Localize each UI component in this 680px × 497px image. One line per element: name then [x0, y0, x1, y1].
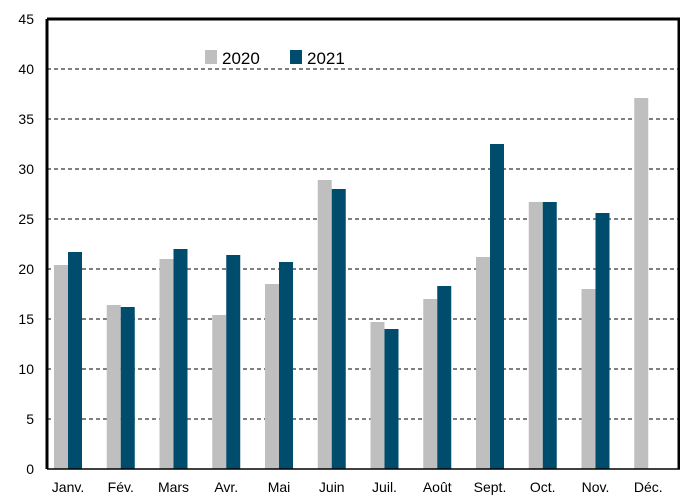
x-tick-label: Mars: [158, 479, 189, 495]
legend-swatch-2020: [205, 50, 217, 64]
bar-2021-10: [595, 213, 610, 469]
bar-2021-1: [120, 307, 135, 469]
bar-2020-10: [581, 289, 596, 469]
bar-2021-8: [490, 144, 504, 469]
bars: [54, 98, 649, 469]
x-tick-label: Janv.: [52, 479, 84, 495]
legend-label-2021: 2021: [307, 49, 345, 68]
y-tick-label: 5: [26, 411, 34, 427]
axes: [45, 17, 680, 470]
bar-2021-5: [331, 189, 346, 469]
bar-2020-9: [528, 202, 543, 469]
x-tick-label: Juil.: [372, 479, 397, 495]
x-tick-label: Août: [423, 479, 452, 495]
bar-2021-7: [437, 286, 452, 469]
x-tick-label: Mai: [268, 479, 291, 495]
bar-2020-0: [54, 265, 68, 469]
x-tick-label: Juin: [319, 479, 345, 495]
x-tick-label: Avr.: [214, 479, 238, 495]
x-tick-label: Sept.: [474, 479, 507, 495]
bar-2021-2: [173, 249, 188, 469]
x-tick-label: Oct.: [530, 479, 556, 495]
x-tick-label: Déc.: [634, 479, 663, 495]
legend: 2020 2021: [205, 49, 345, 68]
y-tick-label: 35: [18, 111, 34, 127]
y-tick-label: 20: [18, 261, 34, 277]
bar-2021-9: [542, 202, 557, 469]
bar-2020-4: [265, 284, 279, 469]
bar-2021-0: [68, 252, 82, 469]
bar-2020-5: [317, 180, 332, 469]
legend-swatch-2021: [290, 50, 302, 64]
bar-2021-3: [226, 255, 241, 469]
y-tick-label: 30: [18, 161, 34, 177]
bar-2021-6: [384, 329, 399, 469]
y-tick-label: 10: [18, 361, 34, 377]
x-tick-label: Nov.: [582, 479, 610, 495]
y-tick-label: 0: [26, 461, 34, 477]
bar-2020-3: [212, 315, 227, 469]
y-tick-label: 45: [18, 11, 34, 27]
gridlines: [47, 68, 680, 420]
y-tick-label: 25: [18, 211, 34, 227]
tick-labels: 0 5 10 15 20 25 30 35 40 45 Janv. Fév. Mars Avr. Mai Ju…: [18, 11, 662, 495]
x-tick-label: Fév.: [108, 479, 134, 495]
legend-label-2020: 2020: [222, 49, 260, 68]
y-tick-label: 40: [18, 61, 34, 77]
bar-2020-1: [106, 305, 121, 469]
bar-2020-7: [423, 299, 438, 469]
bar-2020-8: [476, 257, 490, 469]
bar-2020-6: [370, 322, 385, 469]
bar-2020-2: [159, 259, 174, 469]
bar-2021-4: [279, 262, 293, 469]
y-tick-label: 15: [18, 311, 34, 327]
bar-2020-11: [634, 98, 649, 469]
